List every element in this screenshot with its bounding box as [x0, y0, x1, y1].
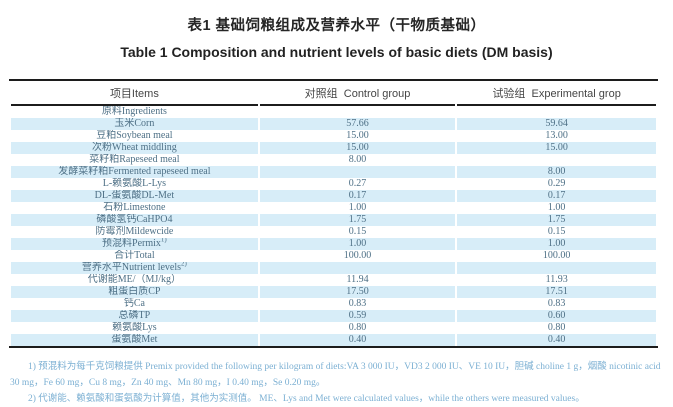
control-value-cell: 0.80 — [348, 322, 367, 333]
item-cell: 钙Ca — [123, 298, 145, 309]
table-row: L-赖氨酸L-Lys 0.27 0.29 — [11, 178, 656, 190]
header-row: 项目Items 对照组 Control group 试验组 Experiment… — [11, 81, 656, 106]
control-value-cell: 100.00 — [343, 250, 372, 261]
experimental-value-cell: 0.17 — [457, 190, 656, 202]
control-value-cell: 15.00 — [259, 142, 456, 154]
table-row: 磷酸氢钙CaHPO4 1.75 1.75 — [11, 214, 656, 226]
experimental-value-cell: 0.29 — [547, 178, 566, 189]
item-cell: 次粉Wheat middling — [11, 142, 258, 154]
col-header-experimental-group: 试验组 Experimental grop — [457, 81, 656, 106]
item-cell: 预混料Permix1) — [11, 238, 258, 250]
table-row: DL-蛋氨酸DL-Met 0.17 0.17 — [11, 190, 656, 202]
table-row: 次粉Wheat middling 15.00 15.00 — [11, 142, 656, 154]
item-cell: 赖氨酸Lys — [112, 322, 157, 333]
control-value-cell: 1.00 — [348, 202, 367, 213]
experimental-value-cell: 0.80 — [547, 322, 566, 333]
control-value-cell: 11.94 — [346, 274, 369, 285]
table-row: 菜籽粕Rapeseed meal 8.00 — [11, 154, 656, 166]
experimental-value-cell: 1.00 — [547, 202, 566, 213]
experimental-value-cell: 0.60 — [457, 310, 656, 322]
experimental-value-cell: 8.00 — [457, 166, 656, 178]
table-row: 代谢能ME/（MJ/kg） 11.94 11.93 — [11, 274, 656, 286]
table-title-zh: 表1 基础饲粮组成及营养水平（干物质基础） — [187, 18, 486, 34]
diet-composition-table: 项目Items 对照组 Control group 试验组 Experiment… — [9, 79, 658, 348]
table-row: 赖氨酸Lys 0.80 0.80 — [11, 322, 656, 334]
item-cell: 代谢能ME/（MJ/kg） — [87, 274, 182, 285]
table-row: 粗蛋白质CP 17.50 17.51 — [11, 286, 656, 298]
control-value-cell: 0.83 — [348, 298, 367, 309]
control-value-cell: 15.00 — [346, 130, 369, 141]
table-row: 发酵菜籽粕Fermented rapeseed meal 8.00 — [11, 166, 656, 178]
control-value-cell: 57.66 — [259, 118, 456, 130]
control-value-cell: 0.17 — [259, 190, 456, 202]
control-value-cell — [259, 166, 456, 178]
experimental-value-cell: 0.15 — [547, 226, 566, 237]
table-row: 豆粕Soybean meal 15.00 13.00 — [11, 130, 656, 142]
control-value-cell: 0.15 — [348, 226, 367, 237]
control-value-cell: 0.40 — [259, 334, 456, 346]
experimental-value-cell: 11.93 — [545, 274, 568, 285]
footnote-1: 1) 预混料为每千克饲粮提供 Premix provided the follo… — [10, 362, 661, 388]
table-row: 原料Ingredients — [11, 106, 656, 118]
item-cell: DL-蛋氨酸DL-Met — [11, 190, 258, 202]
control-value-cell: 17.50 — [259, 286, 456, 298]
experimental-value-cell: 17.51 — [457, 286, 656, 298]
experimental-value-cell — [457, 154, 656, 166]
item-cell: 合计Total — [114, 250, 155, 261]
table-row: 营养水平Nutrient levels2) — [11, 262, 656, 274]
experimental-value-cell: 1.00 — [457, 238, 656, 250]
footnotes: 1) 预混料为每千克饲粮提供 Premix provided the follo… — [10, 359, 663, 407]
item-cell: 石粉Limestone — [103, 202, 166, 213]
item-cell: 菜籽粕Rapeseed meal — [89, 154, 180, 165]
experimental-value-cell: 0.40 — [457, 334, 656, 346]
item-cell: 防霉剂Mildewcide — [95, 226, 174, 237]
col-header-control-group: 对照组 Control group — [259, 81, 456, 106]
item-cell: 营养水平Nutrient levels2) — [11, 262, 258, 274]
table-row: 钙Ca 0.83 0.83 — [11, 298, 656, 310]
control-value-cell — [260, 106, 456, 118]
control-value-cell: 1.75 — [259, 214, 456, 226]
control-value-cell — [259, 262, 456, 274]
experimental-value-cell: 13.00 — [545, 130, 568, 141]
item-cell: 玉米Corn — [11, 118, 258, 130]
table-body: 原料Ingredients 玉米Corn 57.66 59.64 豆粕Soybean m… — [11, 106, 656, 346]
item-cell: L-赖氨酸L-Lys — [102, 178, 167, 189]
footnote-marker: 1) — [160, 238, 167, 244]
item-cell: 发酵菜籽粕Fermented rapeseed meal — [11, 166, 258, 178]
item-cell: 磷酸氢钙CaHPO4 — [11, 214, 258, 226]
experimental-value-cell: 15.00 — [457, 142, 656, 154]
control-value-cell: 0.27 — [348, 178, 367, 189]
table-row: 蛋氨酸Met 0.40 0.40 — [11, 334, 656, 346]
control-value-cell: 1.00 — [259, 238, 456, 250]
experimental-value-cell: 59.64 — [457, 118, 656, 130]
experimental-value-cell: 100.00 — [542, 250, 571, 261]
experimental-value-cell — [457, 106, 656, 118]
control-value-cell: 8.00 — [348, 154, 367, 165]
experimental-value-cell: 1.75 — [457, 214, 656, 226]
item-cell: 豆粕Soybean meal — [96, 130, 173, 141]
table-row: 预混料Permix1) 1.00 1.00 — [11, 238, 656, 250]
footnote-marker: 2) — [181, 262, 187, 268]
col-header-items: 项目Items — [11, 81, 258, 106]
experimental-value-cell — [457, 262, 656, 274]
item-cell: 原料Ingredients — [101, 106, 167, 117]
footnote-2: 2) 代谢能、赖氨酸和蛋氨酸为计算值，其他为实测值。 ME、Lys and Me… — [28, 394, 585, 404]
item-cell: 粗蛋白质CP — [11, 286, 258, 298]
item-cell: 蛋氨酸Met — [11, 334, 258, 346]
table-row: 石粉Limestone 1.00 1.00 — [11, 202, 656, 214]
table-title-en: Table 1 Composition and nutrient levels … — [120, 44, 553, 60]
experimental-value-cell: 0.83 — [547, 298, 566, 309]
table-row: 总磷TP 0.59 0.60 — [11, 310, 656, 322]
control-value-cell: 0.59 — [259, 310, 456, 322]
item-cell: 总磷TP — [11, 310, 258, 322]
table-row: 防霉剂Mildewcide 0.15 0.15 — [11, 226, 656, 238]
table-row: 玉米Corn 57.66 59.64 — [11, 118, 656, 130]
table-row: 合计Total 100.00 100.00 — [11, 250, 656, 262]
